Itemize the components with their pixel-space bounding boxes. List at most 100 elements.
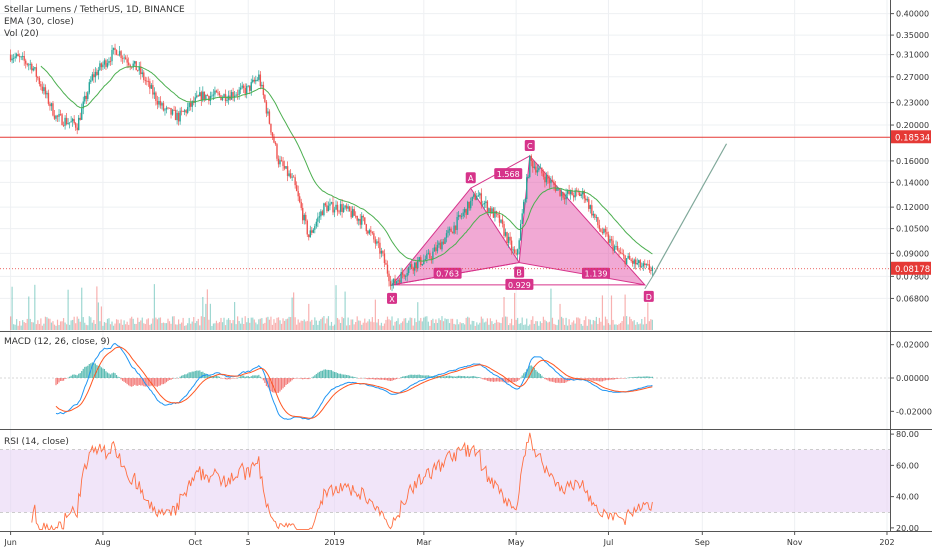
candle-body <box>230 92 233 100</box>
pattern-ratio-label: 0.929 <box>508 281 531 290</box>
volume-bar <box>402 321 404 330</box>
candle-body <box>463 208 466 213</box>
candle-body <box>96 71 98 76</box>
candle-body <box>185 110 187 113</box>
candle-body <box>371 232 374 234</box>
macd-histogram-bar <box>342 374 345 378</box>
candle-body <box>312 229 315 233</box>
candle-body <box>635 259 637 265</box>
ema-legend[interactable]: EMA (30, close) <box>4 17 74 27</box>
volume-bar <box>408 320 410 330</box>
candle-body <box>135 61 137 71</box>
macd-histogram-bar <box>406 375 408 378</box>
volume-bar <box>280 323 283 330</box>
candle-body <box>171 109 174 115</box>
macd-histogram-bar <box>285 378 287 385</box>
volume-bar <box>607 323 610 330</box>
candle-body <box>389 281 392 286</box>
candle-body <box>544 176 546 183</box>
volume-bar <box>386 316 389 330</box>
macd-histogram-bar <box>473 375 475 378</box>
macd-histogram-bar <box>391 378 393 381</box>
macd-histogram-bar <box>379 378 381 380</box>
volume-bar <box>90 317 92 330</box>
candle-body <box>397 280 399 282</box>
macd-histogram-bar <box>309 378 311 379</box>
macd-histogram-bar <box>604 378 607 381</box>
candle-body <box>580 194 582 196</box>
candle-body <box>601 231 604 234</box>
macd-histogram-bar <box>616 378 619 379</box>
candle-body <box>417 260 419 269</box>
pattern-ratio-badge <box>494 168 523 180</box>
pattern-ratio-label: 0.763 <box>436 270 459 279</box>
candle-body <box>523 201 525 214</box>
volume-bar <box>346 325 348 330</box>
volume-bar <box>120 319 122 330</box>
candle-body <box>647 264 649 265</box>
volume-bar <box>11 286 13 330</box>
candle-body <box>26 63 28 65</box>
candle-body <box>527 177 529 178</box>
volume-bar <box>28 296 30 330</box>
volume-bar <box>373 322 375 330</box>
candle-body <box>344 205 346 208</box>
volume-bar <box>382 325 384 330</box>
volume-bar <box>62 318 65 330</box>
candle-body <box>467 201 469 215</box>
volume-bar <box>333 324 336 330</box>
candle-body <box>264 95 266 102</box>
volume-bar <box>353 324 355 330</box>
candle-body <box>141 72 143 75</box>
macd-histogram-bar <box>518 378 520 380</box>
candle-body <box>650 269 652 271</box>
rsi-legend[interactable]: RSI (14, close) <box>4 437 69 447</box>
macd-histogram-bar <box>523 373 525 378</box>
macd-histogram-bar <box>302 378 304 380</box>
volume-bar <box>206 289 208 330</box>
candle-body <box>445 233 448 238</box>
volume-bar <box>374 299 376 330</box>
time-axis-label: Sep <box>695 538 710 547</box>
macd-histogram-bar <box>453 376 455 378</box>
volume-bar <box>230 323 233 330</box>
macd-histogram-bar <box>647 376 649 378</box>
macd-histogram-bar <box>244 376 246 378</box>
macd-histogram-bar <box>326 369 328 378</box>
chart-title[interactable]: Stellar Lumens / TetherUS, 1D, BINANCE <box>4 5 185 15</box>
candle-body <box>267 111 269 114</box>
candle-body <box>288 173 290 176</box>
macd-histogram-bar <box>283 378 286 387</box>
candle-body <box>494 211 496 218</box>
volume-bar <box>261 318 263 330</box>
candle-body <box>339 204 342 212</box>
candle-body <box>548 179 551 184</box>
candle-body <box>412 267 414 271</box>
time-axis-label: May <box>508 538 525 547</box>
macd-legend[interactable]: MACD (12, 26, close, 9) <box>4 337 110 347</box>
volume-bar <box>342 318 345 330</box>
macd-histogram-bar <box>442 376 445 378</box>
volume-bar <box>150 323 152 330</box>
macd-histogram-bar <box>227 378 230 380</box>
candle-body <box>155 92 157 101</box>
macd-histogram-bar <box>533 368 535 378</box>
candle-body <box>156 100 159 105</box>
volume-bar <box>50 322 53 330</box>
candle-body <box>491 208 493 214</box>
candle-body <box>591 205 593 216</box>
candle-body <box>159 100 162 106</box>
volume-legend[interactable]: Vol (20) <box>4 29 39 39</box>
candle-body <box>473 194 475 197</box>
volume-bar <box>349 325 351 330</box>
volume-bar <box>273 319 275 330</box>
macd-histogram-bar <box>417 374 419 378</box>
candle-body <box>129 64 131 67</box>
candle-body <box>444 237 446 244</box>
volume-bar <box>630 319 632 330</box>
macd-histogram-bar <box>397 378 399 379</box>
candle-body <box>401 272 404 275</box>
volume-bar <box>577 317 579 330</box>
macd-histogram-bar <box>164 378 166 384</box>
candle-body <box>182 111 184 113</box>
